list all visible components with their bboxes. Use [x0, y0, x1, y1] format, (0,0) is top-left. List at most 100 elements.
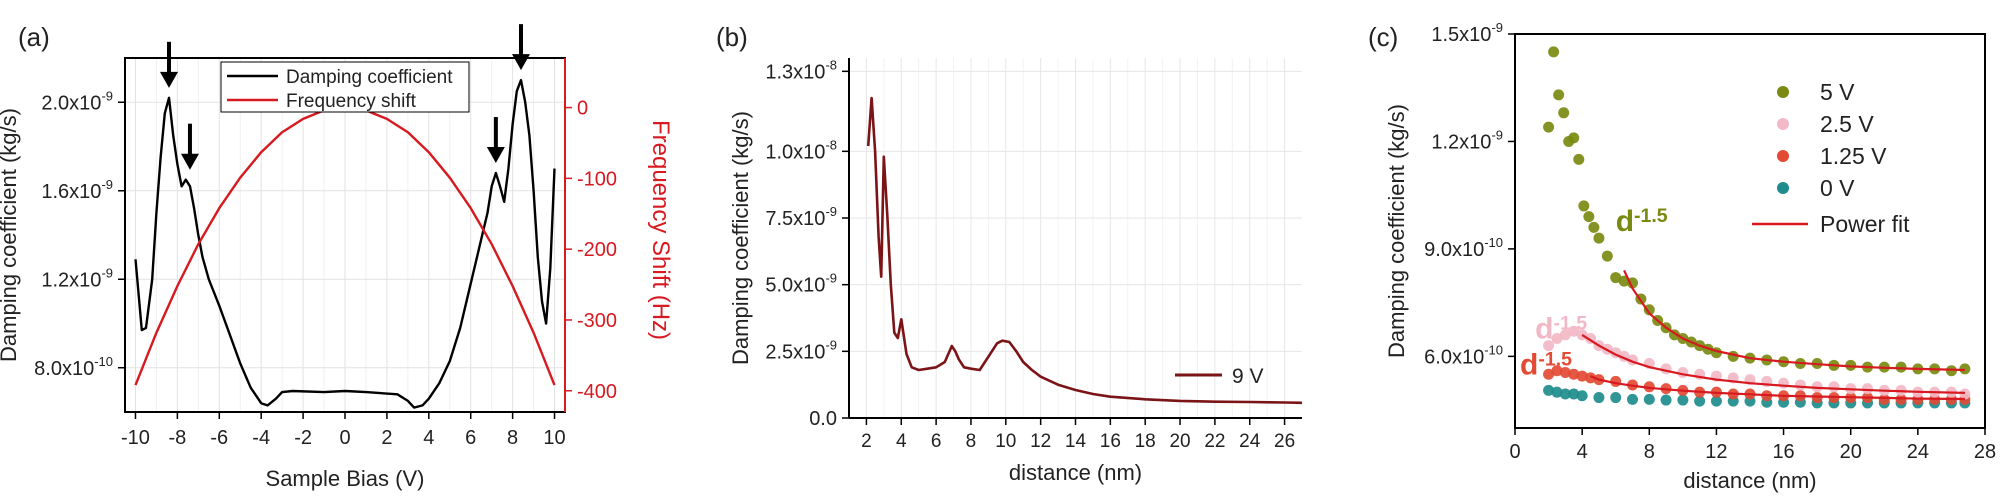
- scatter-point-3: [1593, 392, 1605, 404]
- scatter-point-3: [1677, 394, 1689, 406]
- scatter-point-1: [1862, 383, 1873, 395]
- scatter-point-2: [1559, 366, 1571, 378]
- x-tick-label: 28: [1974, 441, 1996, 463]
- scatter-point-3: [1559, 388, 1571, 400]
- scatter-point-0: [1643, 304, 1655, 316]
- arrow-head: [180, 153, 199, 170]
- y-tick-label-base: 1.2x10: [1431, 131, 1491, 153]
- scatter-point-3: [1627, 393, 1638, 405]
- x-tick-label: 16: [1100, 431, 1121, 452]
- x-tick-label: 6: [465, 427, 476, 449]
- x-tick-label: 10: [543, 427, 565, 449]
- y-tick-label-base: 1.2x10: [41, 269, 101, 291]
- y-tick-label: 5.0x10-9: [765, 271, 837, 297]
- fit-annotation-exp: -1.5: [1553, 312, 1587, 334]
- x-axis-title: Sample Bias (V): [266, 466, 425, 491]
- scatter-point-2: [1543, 368, 1555, 380]
- y-tick-label-exp: -9: [101, 88, 113, 103]
- legend-label: 9 V: [1232, 365, 1264, 388]
- scatter-point-0: [1578, 200, 1590, 212]
- y-tick-label: 2.0x10-9: [41, 88, 113, 114]
- scatter-point-0: [1610, 272, 1622, 284]
- scatter-point-2: [1568, 368, 1580, 380]
- y-tick-label-exp: -8: [825, 137, 837, 152]
- x-tick-label: -8: [168, 427, 186, 449]
- x-tick-label: 12: [1030, 431, 1051, 452]
- legend-label: 0 V: [1820, 175, 1855, 201]
- scatter-point-3: [1660, 394, 1672, 406]
- y-right-tick-label: -300: [577, 310, 617, 332]
- y-tick-label: 1.2x10-9: [41, 265, 113, 291]
- plot-frame: [1514, 33, 1986, 429]
- scatter-point-0: [1601, 250, 1613, 262]
- y-tick-label-exp: -9: [825, 271, 837, 286]
- y-axis-title: Damping coefficient (kg/s): [0, 108, 21, 362]
- series-line-0: [866, 96, 1303, 405]
- scatter-point-1: [1794, 379, 1806, 391]
- y-tick-label-base: 9.0x10: [1424, 239, 1484, 261]
- y-tick-label: 2.5x10-9: [765, 337, 837, 363]
- legend-marker: [1777, 86, 1789, 98]
- y-right-tick-label: -100: [577, 168, 617, 190]
- scatter-point-3: [1643, 393, 1655, 405]
- x-tick-label: 4: [896, 431, 907, 452]
- y-tick-label-exp: -10: [1484, 235, 1503, 250]
- y-right-tick-label: -200: [577, 239, 617, 261]
- y-tick-label-base: 7.5x10: [765, 208, 825, 230]
- scatter-point-1: [1559, 329, 1571, 341]
- legend-label: Frequency shift: [286, 91, 417, 112]
- fit-annotation: d-1.5: [1520, 348, 1572, 381]
- y-tick-label-base: 1.0x10: [765, 141, 825, 163]
- x-tick-label: 26: [1274, 431, 1295, 452]
- x-axis-title: distance (nm): [1683, 468, 1816, 493]
- x-tick-label: 2: [861, 431, 872, 452]
- y-tick-label: 1.6x10-9: [41, 177, 113, 203]
- fit-curve-1: [1581, 333, 1965, 394]
- panel-label: (b): [716, 22, 748, 52]
- y-tick-label-exp: -9: [1491, 20, 1503, 35]
- scatter-point-2: [1551, 365, 1563, 377]
- panel-b-chart: 2 4 6 8 10 12 14 16 18 20 22 24 260.02.5x10-95.0x10-…: [716, 22, 1303, 485]
- scatter-point-0: [1583, 211, 1595, 223]
- y-tick-label-exp: -9: [825, 337, 837, 352]
- y-tick-label-exp: -9: [1491, 127, 1503, 142]
- x-tick-label: 24: [1239, 431, 1261, 452]
- x-tick-label: 2: [381, 427, 392, 449]
- y-tick-label: 1.2x10-9: [1431, 127, 1503, 153]
- x-tick-label: 4: [1577, 441, 1588, 463]
- legend-marker: [1777, 182, 1789, 194]
- x-tick-label: 8: [966, 431, 977, 452]
- fit-annotation-base: d: [1520, 348, 1538, 381]
- y-tick-label-base: 1.6x10: [41, 181, 101, 203]
- scatter-point-0: [1543, 121, 1555, 133]
- scatter-point-3: [1710, 395, 1722, 407]
- legend-label: 1.25 V: [1820, 143, 1887, 169]
- x-tick-label: 16: [1772, 441, 1794, 463]
- fit-annotation-base: d: [1616, 205, 1634, 238]
- y-axis-title: Damping coefficient (kg/s): [728, 111, 753, 365]
- y-tick-label-base: 6.0x10: [1424, 346, 1484, 368]
- fit-annotation-exp: -1.5: [1538, 348, 1572, 370]
- scatter-point-2: [1576, 370, 1588, 382]
- scatter-point-3: [1543, 384, 1555, 396]
- scatter-point-0: [1553, 89, 1565, 101]
- fit-annotation: d-1.5: [1616, 205, 1668, 238]
- y-tick-label-exp: -8: [825, 57, 837, 72]
- fit-curve-2: [1590, 375, 1965, 401]
- y-tick-label: 7.5x10-9: [765, 204, 837, 230]
- legend: 9 V: [1175, 365, 1264, 388]
- series-line-0: [134, 78, 556, 409]
- x-tick-label: 4: [423, 427, 434, 449]
- y-tick-label-base: 0.0: [809, 408, 837, 430]
- legend: Damping coefficient Frequency shift: [220, 61, 470, 113]
- scatter-point-3: [1568, 388, 1580, 400]
- y-tick-label: 1.0x10-8: [765, 137, 837, 163]
- legend-box: [220, 61, 470, 113]
- x-tick-label: 20: [1169, 431, 1190, 452]
- panel-a-chart: -10 -8 -6 -4 -2 0 2 4 6 8 108.0x10-101.2x10-91.6x1…: [0, 22, 674, 491]
- y-tick-label-base: 5.0x10: [765, 275, 825, 297]
- fit-annotation: d-1.5: [1535, 312, 1587, 345]
- fit-curve-0: [1623, 269, 1965, 372]
- legend-marker: [1777, 150, 1789, 162]
